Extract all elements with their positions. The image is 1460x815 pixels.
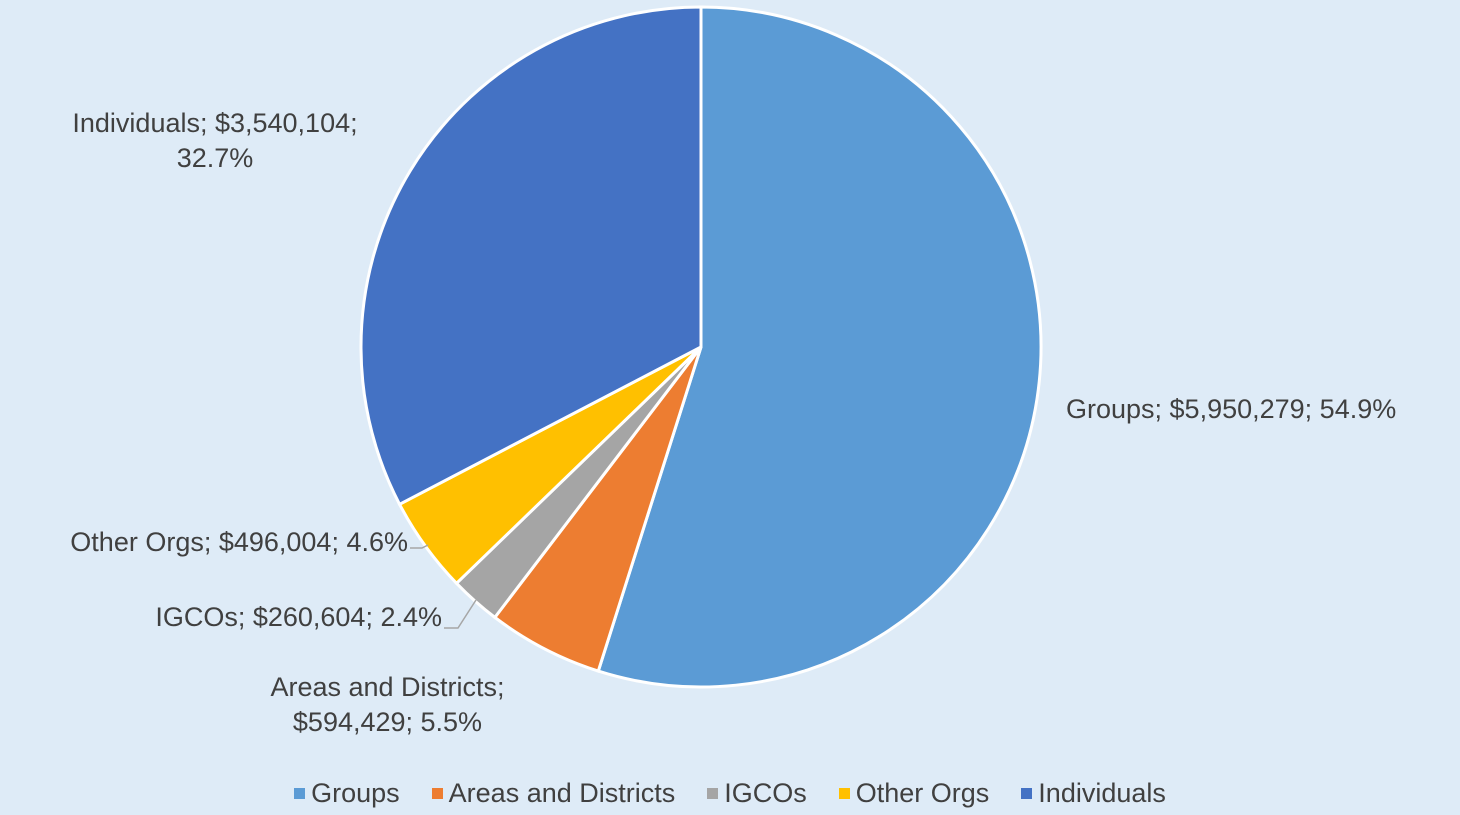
data-label: Individuals; $3,540,104; 32.7% [72, 108, 358, 173]
legend-item: Groups [294, 778, 400, 809]
legend-swatch [707, 788, 719, 799]
data-label: Other Orgs; $496,004; 4.6% [70, 527, 408, 557]
legend-swatch [294, 788, 306, 799]
legend-swatch [431, 788, 443, 799]
legend-item: Areas and Districts [431, 778, 676, 809]
legend-label: IGCOs [724, 778, 807, 808]
legend-label: Individuals [1038, 778, 1166, 808]
legend-item: Other Orgs [838, 778, 990, 809]
legend-swatch [838, 788, 850, 799]
legend-label: Groups [311, 778, 400, 808]
legend-label: Areas and Districts [448, 778, 676, 808]
data-label: IGCOs; $260,604; 2.4% [155, 602, 442, 632]
legend-item: Individuals [1021, 778, 1166, 809]
legend-item: IGCOs [707, 778, 807, 809]
leader-line [410, 544, 429, 549]
legend: Groups Areas and Districts IGCOs Other Orgs… [0, 778, 1460, 809]
pie-slice [359, 5, 703, 507]
legend-swatch [1021, 788, 1033, 799]
pie-slice [596, 5, 1043, 689]
chart [359, 5, 1043, 689]
data-label: Areas and Districts; $594,429; 5.5% [270, 672, 505, 737]
legend-label: Other Orgs [855, 778, 990, 808]
leader-line [444, 599, 477, 629]
data-label: Groups; $5,950,279; 54.9% [1066, 394, 1397, 424]
